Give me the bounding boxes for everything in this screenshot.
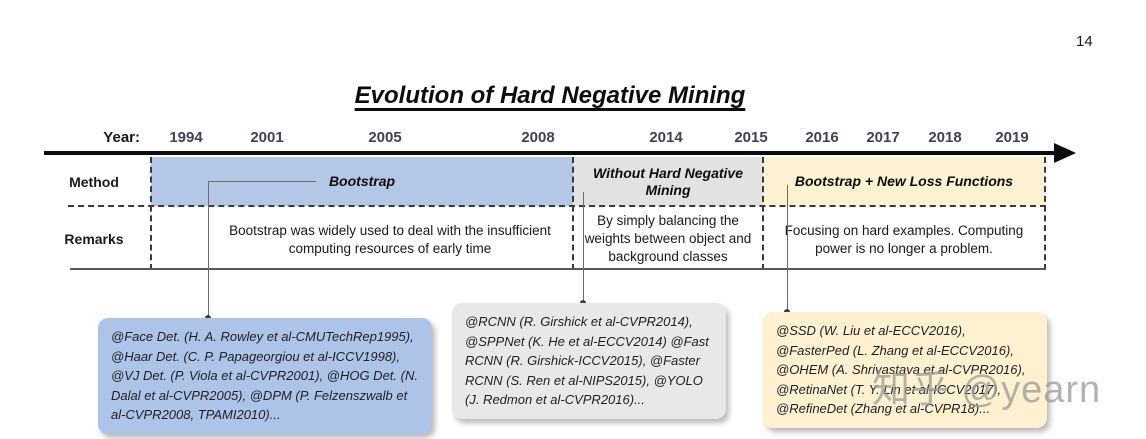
dashed-divider-vertical: [572, 157, 574, 270]
timeline-axis: [44, 151, 1058, 155]
dashed-divider-vertical: [150, 157, 152, 270]
year-row-label: Year:: [103, 129, 140, 146]
method-band-label: Bootstrap + New Loss Functions: [794, 173, 1014, 189]
papers-box-new-loss: @SSD (W. Liu et al-ECCV2016), @FasterPed…: [763, 312, 1047, 428]
remarks-row-label: Remarks: [64, 231, 124, 247]
dashed-divider-horizontal: [68, 205, 1046, 207]
remark-new-loss: Focusing on hard examples. Computing pow…: [784, 223, 1024, 256]
timeline-arrow-icon: [1054, 143, 1076, 163]
year-tick: 2017: [866, 129, 900, 146]
method-band-label: Without Hard Negative Mining: [593, 164, 743, 198]
method-row-label: Method: [69, 174, 119, 190]
year-tick: 2008: [521, 129, 555, 146]
connector-line: [787, 185, 788, 312]
year-tick: 2016: [805, 129, 839, 146]
remark-bootstrap: Bootstrap was widely used to deal with t…: [229, 223, 551, 256]
year-tick: 2019: [995, 129, 1029, 146]
method-band-new-loss: Bootstrap + New Loss Functions: [763, 157, 1045, 206]
year-tick: 2005: [368, 129, 402, 146]
connector-line: [208, 181, 209, 318]
connector-line: [208, 181, 316, 182]
dashed-divider-vertical: [1044, 157, 1046, 270]
slide-title: Evolution of Hard Negative Mining: [354, 82, 746, 109]
table-bottom-rule: [70, 268, 1046, 270]
year-tick: 1994: [169, 129, 203, 146]
year-tick: 2015: [734, 129, 768, 146]
papers-box-bootstrap: @Face Det. (H. A. Rowley et al-CMUTechRe…: [98, 318, 432, 434]
year-tick: 2001: [250, 129, 284, 146]
watermark: 知乎 @yearn: [872, 369, 1102, 411]
page-number: 14: [1076, 33, 1093, 50]
remark-without-hnm: By simply balancing the weights between …: [584, 213, 752, 264]
papers-box-without-hnm: @RCNN (R. Girshick et al-CVPR2014), @SPP…: [452, 303, 726, 419]
method-band-label: Bootstrap: [328, 173, 396, 189]
year-tick: 2014: [649, 129, 683, 146]
method-band-without-hnm: Without Hard Negative Mining: [573, 157, 763, 206]
dashed-divider-vertical: [762, 157, 764, 270]
connector-line: [583, 192, 584, 303]
year-tick: 2018: [928, 129, 962, 146]
